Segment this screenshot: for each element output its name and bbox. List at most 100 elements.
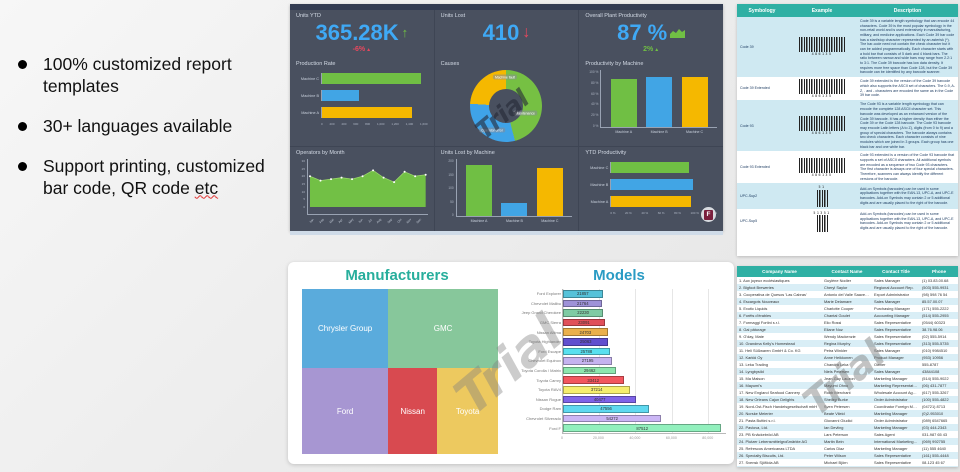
bar: 21764	[563, 299, 603, 308]
table-row: Code 93 Extended 486135 Code 93 extended i…	[737, 151, 958, 183]
bar: 29462	[563, 366, 617, 375]
bar-label: Ford Escape	[538, 348, 561, 354]
kpi-delta: -6%▲	[290, 46, 434, 53]
phone-cell: (010) 9984510	[922, 348, 948, 353]
header-row: Company Name Contact Name Contact Title Pho…	[737, 266, 958, 277]
treemap-item: Toyota	[437, 368, 498, 454]
x-axis-ticks: 0 200 400 600 800 1,000 1,200 1,400 1,600	[321, 122, 428, 126]
operators-area-chart: 30 25 20 15 10 5 0 Jan Feb Mar Apr May Jun Jul Aug Sep O…	[296, 159, 428, 227]
symbology-cell: Code 39	[737, 17, 787, 78]
bar-value: 54272	[606, 416, 618, 422]
phone-cell: (089) 6547665	[922, 418, 948, 423]
table-row: 23. PB Knäckebröd AB Lars Peterson Sales A…	[737, 431, 958, 438]
tick-label: 40 %	[641, 211, 649, 215]
title-cell: Regional Account Rep.	[872, 284, 920, 291]
table-row: 28. Tokyo TradersYoshi NagaseMarketing M…	[737, 466, 958, 467]
table-row: UPC-Sup2 51 Add-on Symbols (barcodes) can …	[737, 183, 958, 209]
title-cell: Sales Representative	[872, 452, 920, 459]
company-cell: 8. Gai pâturage	[737, 326, 822, 333]
company-cell: 9. G'day, Mate	[739, 334, 764, 339]
bar	[501, 203, 528, 216]
bar-value: 21764	[576, 300, 589, 306]
table-head: Company Name Contact Name Contact Title Pho…	[737, 266, 958, 277]
bar-value: 24703	[579, 329, 592, 335]
description-cell: Code 39 is a variable length symbology t…	[857, 17, 958, 78]
bar-label: Dodge Ram	[539, 406, 561, 412]
kpi-delta-text: -6%	[352, 46, 366, 53]
bar: 33412	[563, 376, 624, 384]
bar	[536, 167, 563, 216]
tick-label: 1,600	[420, 122, 428, 126]
column-header: Description	[857, 4, 958, 17]
bar: 21857	[563, 290, 603, 298]
bar-track	[610, 162, 717, 173]
table-row: 2. Bigfoot Breweries Cheryl Saylor Regiona…	[737, 284, 958, 291]
table-row: 12. Karkki Oy Anne Heikkonen Product Manag…	[737, 354, 958, 361]
tick-label: Oct	[396, 217, 403, 224]
chart-title: Units Lost by Machine	[440, 150, 495, 156]
bar-value: 27195	[581, 358, 594, 364]
company-cell: 6. Forêts d'érables	[737, 312, 822, 319]
bar-label: Machine C	[590, 165, 609, 170]
company-cell: 4. Escargots Nouveaux	[737, 298, 822, 305]
barcode-image	[799, 37, 845, 53]
title-cell: Accounting Manager	[872, 312, 920, 319]
bar-track	[610, 196, 717, 207]
title-cell: Marketing Manager	[872, 424, 920, 431]
vbar-chart: 200 150 100 50 0 Machine A Machine B Machine C	[441, 159, 573, 225]
title-cell: Sales Manager	[874, 278, 901, 283]
description-cell: The Code 93 is a variable length symbolo…	[857, 100, 958, 152]
tick-label: 10	[301, 189, 305, 194]
title-cell: Sales Representative	[874, 334, 911, 339]
contact-cell: Carlos Diaz	[824, 446, 845, 451]
tick-label: 60 %	[591, 91, 599, 96]
chart-production-rate: Production Rate Machine C Machine B Machin…	[290, 58, 434, 146]
bullet-text: 100% customized report templates	[43, 54, 286, 98]
contact-cell: Guylène Nodier	[824, 278, 852, 283]
table-row: 7. Formaggi Fortini s.r.l. Elio Rossi Sale…	[737, 319, 958, 326]
phone-cell: (514) 555-9022	[922, 376, 949, 381]
report-logo-icon: F	[701, 207, 716, 222]
contact-cell: Anne Heikkonen	[822, 354, 872, 361]
tick-label: 20 %	[625, 211, 632, 215]
company-cell: 13. Leka Trading	[739, 362, 768, 367]
kpi-value: 365.28K ↑	[290, 22, 434, 44]
column-header: Company Name	[737, 266, 822, 277]
y-axis-ticks: 200 150 100 50 0	[441, 159, 456, 217]
table-row: 18. New Orleans Cajun Delights Shelley Bu…	[737, 396, 958, 403]
table-row: 24. Plutzer Lebensmittelgroßmärkte AG Mar…	[737, 438, 958, 445]
contact-cell: Ian Devling	[822, 424, 872, 431]
table-row: 21. Pasta Buttini s.r.l. Giovanni Giudici…	[737, 417, 958, 424]
phone-cell: (503) 555-9931	[920, 284, 958, 291]
phone-cell: 38.76.98.06	[920, 326, 958, 333]
description-cell: Add-on Symbols (barcodes) can be used in…	[857, 183, 958, 209]
production-rate-chart: Machine C Machine B Machine A 0 200 400 600 800…	[296, 70, 428, 126]
company-cell: 11. Heli Süßwaren GmbH & Co. KG	[739, 348, 801, 353]
chart-title: Operators by Month	[296, 150, 345, 156]
bar-value: 21857	[576, 291, 589, 297]
title-cell: Sales Representative	[872, 326, 920, 333]
bar-label: Machine C	[541, 219, 559, 223]
symbology-cell: UPC-Sup2	[737, 183, 787, 209]
bar: 87512	[563, 424, 722, 432]
tick-label: 60,000	[665, 435, 677, 440]
table-row: 5. Exotic Liquids Charlotte Cooper Purchas…	[737, 305, 958, 312]
table-row: 13. Leka Trading Chandra Leka Owner 555-878…	[737, 361, 958, 368]
barcode-image	[799, 79, 845, 95]
models-title: Models	[593, 267, 645, 284]
bar-label: Machine A	[470, 219, 488, 223]
tick-label: 400	[341, 122, 347, 126]
tick-label: 150	[448, 172, 454, 177]
company-cell: 10. Grandma Kelly's Homestead	[737, 340, 822, 347]
bar-label: Machine B	[301, 93, 319, 98]
barcode-digits: 486135	[811, 52, 833, 57]
tick-label: 40,000	[629, 435, 641, 440]
contact-cell: Lars Peterson	[824, 432, 849, 437]
company-cell: 19. Nord-Ost-Fisch Handelsgesellschaft m…	[739, 404, 818, 409]
plot-area	[307, 159, 428, 215]
symbology-cell: Code 93 Extended	[740, 164, 770, 169]
bar-label: Toyota RAV4	[537, 387, 561, 393]
company-cell: 14. Lyngbysild	[737, 368, 822, 375]
table-row: 3. Cooperativa de Quesos 'Las Cabras' Ant…	[737, 291, 958, 298]
